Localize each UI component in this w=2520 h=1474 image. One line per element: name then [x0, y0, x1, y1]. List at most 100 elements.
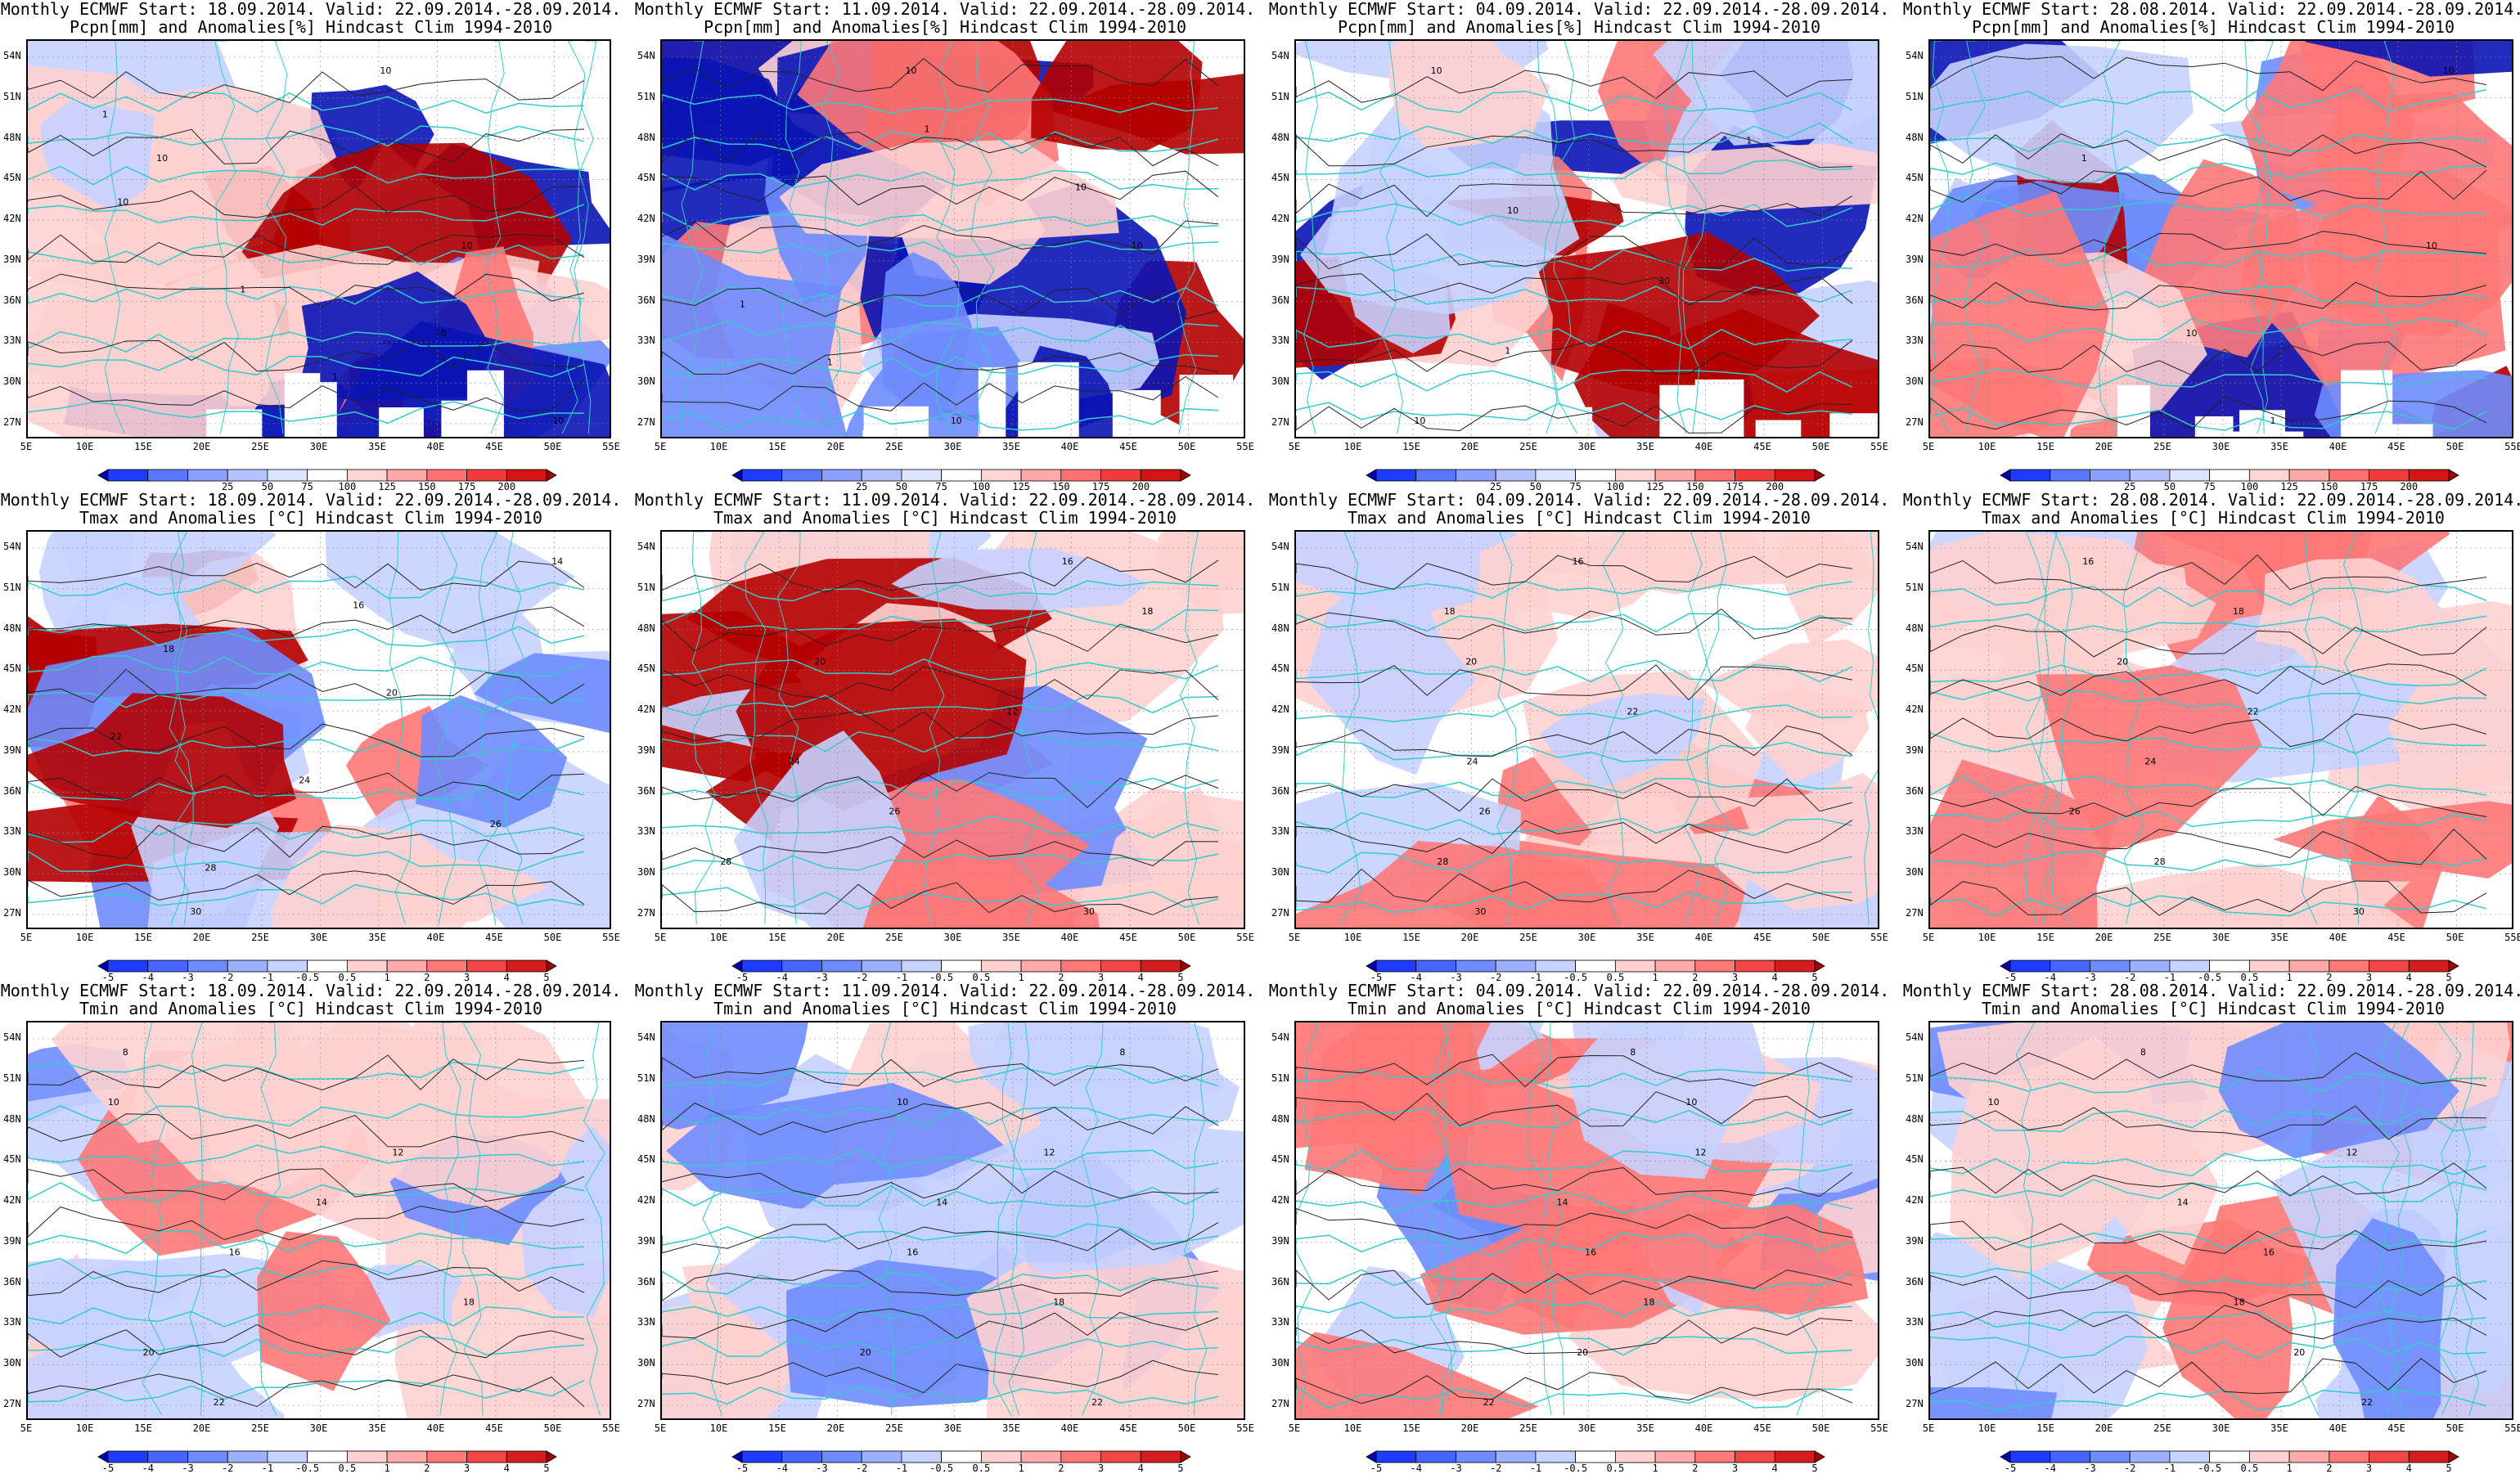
contour-label: 10	[156, 153, 168, 164]
colorbar-tick-label: 3	[2365, 1463, 2373, 1474]
lon-tick-label: 20E	[826, 932, 845, 943]
lat-tick-label: 42N	[637, 213, 655, 225]
map-panel-r2c3: Monthly ECMWF Start: 28.08.2014. Valid: …	[1902, 982, 2520, 1474]
colorbar-tick-label: -4	[776, 972, 788, 983]
colorbar-tick-label: 1	[384, 1463, 390, 1474]
colorbar: -5 -4 -3 -2 -1 -0.5 0.5 1 2 3 4 5	[1366, 959, 1825, 983]
contour-label: 1	[1505, 345, 1510, 356]
panel-subtitle: Tmax and Anomalies [°C] Hindcast Clim 19…	[1348, 508, 1811, 528]
contour-label: 10	[108, 1097, 119, 1108]
lon-tick-label: 10E	[1978, 441, 1996, 452]
colorbar-tick-label: -0.5	[2198, 1463, 2222, 1474]
colorbar-tick-label: -5	[101, 1463, 115, 1474]
colorbar-tick-label: 75	[301, 481, 313, 492]
lat-tick-label: 51N	[1906, 581, 1924, 593]
colorbar-tick-label: -0.5	[2198, 972, 2222, 983]
colorbar-tick-label: -5	[101, 972, 115, 983]
lat-tick-label: 54N	[637, 541, 655, 552]
lon-tick-label: 5E	[20, 932, 33, 943]
lat-tick-label: 30N	[3, 1357, 21, 1369]
lon-tick-label: 5E	[1288, 441, 1301, 452]
colorbar-tick-label: 0.5	[338, 972, 357, 983]
contour-label: 22	[2248, 706, 2259, 717]
colorbar-tick-label: 125	[1012, 481, 1030, 492]
contour-label: 16	[907, 1247, 918, 1258]
lon-tick-label: 20E	[1460, 441, 1479, 452]
contour-label: 18	[163, 644, 174, 654]
contour-label: 16	[2263, 1247, 2275, 1258]
contour-label: 30	[190, 906, 201, 917]
lon-tick-label: 30E	[943, 1422, 962, 1434]
lat-tick-label: 45N	[637, 663, 655, 675]
contour-label: 18	[463, 1297, 475, 1308]
lat-tick-label: 39N	[1906, 1234, 1924, 1247]
colorbar-tick-label: 100	[2240, 481, 2259, 492]
colorbar-tick-label: 2	[1058, 972, 1064, 983]
colorbar-tick-label: 1	[1018, 972, 1024, 983]
lat-tick-label: 30N	[637, 375, 655, 388]
colorbar: 25 50 75 100 125 150 175 200	[731, 469, 1191, 492]
colorbar-tick-label: -3	[182, 972, 194, 983]
lat-tick-label: 33N	[3, 335, 21, 347]
colorbar-tick-label: 0.5	[972, 972, 991, 983]
lat-tick-label: 54N	[1271, 50, 1289, 61]
lon-tick-label: 25E	[2153, 932, 2171, 943]
lat-tick-label: 45N	[1271, 172, 1289, 184]
lat-tick-label: 36N	[637, 1275, 655, 1288]
lat-tick-label: 51N	[1906, 90, 1924, 102]
lat-tick-label: 39N	[637, 744, 655, 756]
lat-tick-label: 36N	[1906, 1275, 1924, 1288]
contour-label: 12	[1695, 1147, 1707, 1157]
lon-tick-label: 40E	[1694, 441, 1713, 452]
contour-label: 24	[789, 757, 800, 767]
map-field: 16 18 20 22 24 26 28 30	[1928, 530, 2513, 929]
lat-tick-label: 36N	[3, 1275, 21, 1288]
lon-tick-label: 20E	[2095, 1422, 2113, 1434]
lat-tick-label: 33N	[3, 825, 21, 838]
colorbar-tick-label: 4	[2405, 972, 2412, 983]
colorbar-tick-label: 100	[1606, 481, 1625, 492]
contour-label: 10	[2186, 328, 2198, 339]
map-panel-r2c2: Monthly ECMWF Start: 04.09.2014. Valid: …	[1268, 982, 1890, 1473]
colorbar-tick-label: -2	[855, 972, 868, 983]
colorbar-tick-label: -2	[2123, 1463, 2136, 1474]
anomaly-map-svg: 8 10 12 14 16 18 20 22	[1296, 1022, 1878, 1418]
lat-tick-label: 27N	[637, 1398, 655, 1409]
lon-tick-label: 25E	[885, 441, 903, 452]
contour-label: 20	[2293, 1347, 2305, 1358]
lon-tick-label: 40E	[1694, 1422, 1713, 1434]
contour-label: 1	[332, 372, 338, 383]
colorbar-tick-label: -1	[2163, 1463, 2176, 1474]
lon-tick-label: 5E	[1288, 1422, 1301, 1434]
colorbar-tick-label: -3	[816, 1463, 828, 1474]
colorbar-tick-label: -0.5	[295, 972, 320, 983]
contour-label: 22	[2361, 1397, 2373, 1408]
lat-tick-label: 42N	[3, 703, 21, 716]
lon-tick-label: 50E	[1177, 1422, 1196, 1434]
lon-tick-label: 45E	[1119, 932, 1137, 943]
lat-tick-label: 48N	[637, 131, 655, 143]
colorbar-tick-label: -5	[1370, 972, 1383, 983]
contour-label: 20	[1577, 1347, 1588, 1358]
colorbar-tick-label: -0.5	[929, 1463, 954, 1474]
lon-tick-label: 40E	[1060, 1422, 1079, 1434]
colorbar-tick-label: 50	[261, 481, 274, 492]
colorbar-tick-label: 200	[1132, 481, 1150, 492]
lat-tick-label: 27N	[1906, 907, 1924, 919]
lon-tick-label: 40E	[426, 932, 445, 943]
colorbar-tick-label: -3	[2084, 1463, 2096, 1474]
colorbar-tick-label: 50	[2163, 481, 2176, 492]
lon-tick-label: 5E	[1922, 1422, 1935, 1434]
lon-tick-label: 35E	[368, 441, 386, 452]
colorbar-tick-label: 175	[1091, 481, 1110, 492]
lat-tick-label: 36N	[637, 294, 655, 306]
lat-tick-label: 33N	[637, 825, 655, 838]
lat-tick-label: 27N	[3, 907, 21, 919]
colorbar-tick-label: 3	[2365, 972, 2373, 983]
lon-tick-label: 55E	[1236, 1422, 1254, 1434]
lat-tick-label: 27N	[3, 416, 21, 428]
lon-tick-label: 20E	[192, 932, 211, 943]
panel-subtitle: Tmin and Anomalies [°C] Hindcast Clim 19…	[1982, 999, 2445, 1018]
lat-tick-label: 39N	[1271, 744, 1289, 756]
contour-label: 16	[1573, 556, 1584, 567]
